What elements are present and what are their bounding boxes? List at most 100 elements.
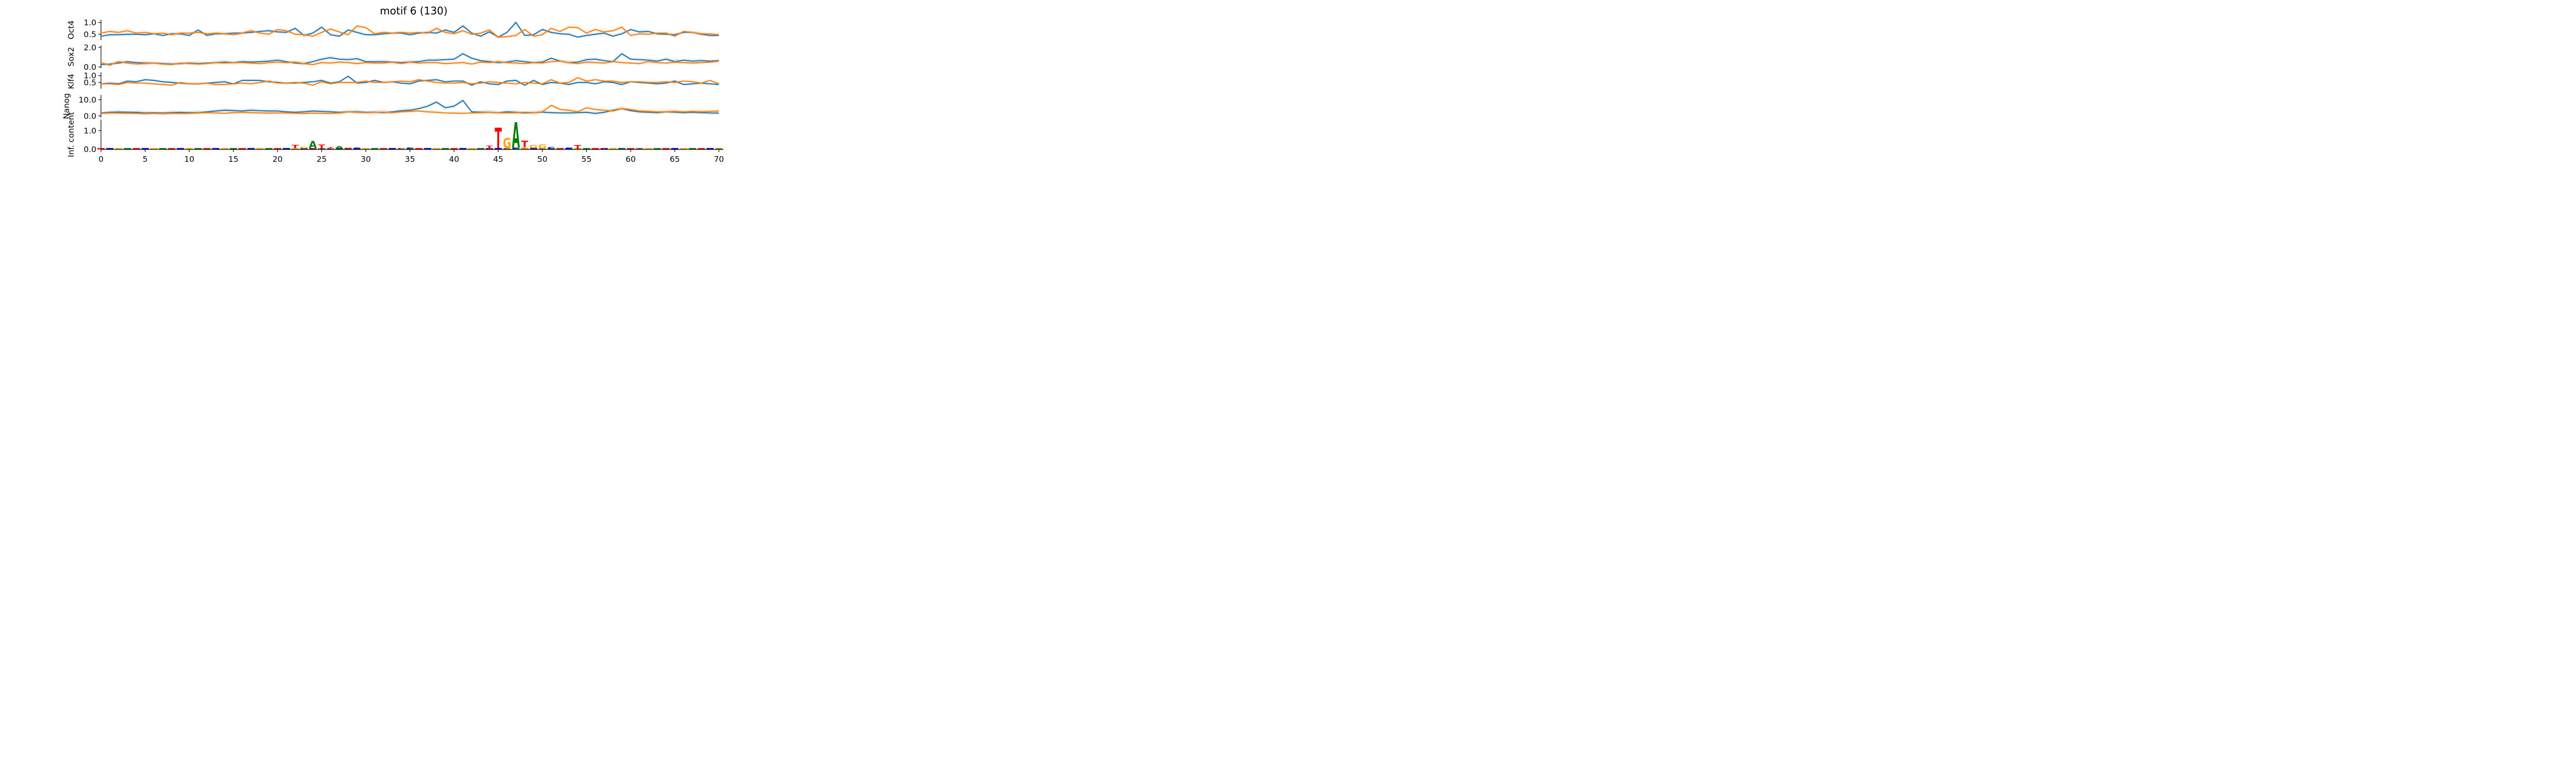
- logo-base-mark: [256, 148, 264, 149]
- logo-base-mark: [415, 148, 422, 149]
- logo-base-mark: [556, 148, 564, 149]
- logo-base-mark: [371, 148, 379, 149]
- y-axis-label: Inf. content: [66, 112, 76, 157]
- logo-base-mark: [653, 148, 661, 149]
- logo-letter: A: [335, 146, 344, 149]
- x-tick-label: 65: [670, 155, 680, 164]
- logo-base-mark: [168, 148, 176, 149]
- series-line-1: [100, 60, 719, 66]
- logo-base-mark: [547, 148, 555, 149]
- logo-base-mark: [282, 148, 290, 149]
- logo-base-mark: [715, 148, 723, 149]
- x-tick-label: 5: [143, 155, 148, 164]
- logo-base-mark: [335, 148, 343, 149]
- logo-letter: C: [406, 147, 414, 149]
- logo-base-mark: [450, 148, 458, 149]
- x-tick-label: 0: [98, 155, 104, 164]
- logo-letter: C: [565, 147, 573, 149]
- logo-base-mark: [274, 148, 281, 149]
- logo-base-mark: [442, 148, 449, 149]
- logo-base-mark: [221, 148, 228, 149]
- logo-base-mark: [645, 148, 652, 149]
- y-tick-label: 1.0: [83, 18, 96, 27]
- logo-base-mark: [212, 148, 219, 149]
- logo-base-mark: [115, 148, 123, 149]
- logo-letter: T: [486, 145, 493, 149]
- logo-letter: A: [512, 115, 520, 156]
- logo-letter: A: [715, 148, 723, 149]
- logo-base-mark: [159, 148, 166, 149]
- logo-base-mark: [344, 148, 352, 149]
- panel-0: 0.5 1.0 Oct4: [66, 18, 719, 40]
- logo-base-mark: [618, 148, 625, 149]
- logo-base-mark: [362, 148, 370, 149]
- logo-base-mark: [600, 148, 608, 149]
- x-tick-label: 15: [228, 155, 239, 164]
- logo-base-mark: [662, 148, 670, 149]
- logo-base-mark: [97, 148, 105, 149]
- series-band: [101, 59, 719, 68]
- logo-letter: C: [548, 146, 555, 150]
- logo-base-mark: [671, 148, 679, 149]
- x-tick-label: 70: [714, 155, 724, 164]
- y-axis-label: Klf4: [66, 74, 76, 89]
- logo-base-mark: [477, 148, 484, 149]
- x-tick-label: 20: [273, 155, 283, 164]
- y-axis-label: Nanog: [62, 93, 71, 119]
- logo-letter: C: [512, 147, 520, 149]
- x-tick-label: 10: [184, 155, 194, 164]
- logo-base-mark: [583, 148, 590, 149]
- logo-base-mark: [353, 148, 361, 149]
- logo-letter: G: [635, 148, 643, 149]
- logo-letter: C: [495, 148, 502, 149]
- logo-letter: C: [300, 148, 308, 149]
- logo-base-mark: [706, 148, 714, 149]
- motif-chart: motif 6 (130) 0.51.0Oct40.02.0Sox20.51.0…: [62, 5, 724, 164]
- logo-base-mark: [300, 148, 308, 149]
- logo-base-mark: [388, 148, 396, 149]
- logo-base-mark: [141, 148, 149, 149]
- series-line-1: [101, 77, 719, 86]
- y-axis-label: Sox2: [66, 47, 76, 66]
- logo-base-mark: [185, 148, 193, 149]
- series-line-1: [100, 25, 719, 38]
- logo-base-mark: [485, 148, 493, 149]
- logo-base-mark: [265, 148, 273, 149]
- series-band: [101, 24, 719, 39]
- panel-1: 0.0 2.0 Sox2: [66, 43, 719, 72]
- y-tick-label: 10.0: [78, 95, 96, 105]
- logo-base-mark: [124, 148, 131, 149]
- logo-base-mark: [150, 148, 158, 149]
- y-axis-label: Oct4: [66, 21, 76, 40]
- logo-base-mark: [291, 148, 299, 149]
- logo-base-mark: [538, 148, 546, 149]
- logo-base-mark: [521, 148, 529, 149]
- y-tick-label: 0.5: [83, 30, 96, 39]
- logo-letter: G: [291, 148, 299, 149]
- panel-3: 0.0 10.0 Nanog: [62, 93, 719, 121]
- logo-letter: C: [538, 148, 546, 149]
- logo-base-mark: [194, 148, 202, 149]
- logo-base-mark: [468, 148, 476, 149]
- logo-letter: C: [530, 148, 537, 149]
- logo-letter: C: [397, 148, 405, 149]
- logo-base-mark: [565, 148, 573, 149]
- logo-base-mark: [512, 148, 520, 149]
- panels: 0.51.0Oct40.02.0Sox20.51.0Klf40.010.0Nan…: [62, 18, 724, 164]
- logo-base-mark: [406, 148, 414, 149]
- logo-base-mark: [503, 148, 511, 149]
- logo-letter: T: [318, 143, 326, 149]
- y-tick-label: 1.0: [83, 71, 96, 80]
- logo-letter: C: [353, 147, 361, 149]
- logo-base-mark: [106, 148, 114, 149]
- logo-base-mark: [689, 148, 697, 149]
- logo-letter: G: [529, 144, 537, 149]
- x-tick-label: 25: [317, 155, 327, 164]
- logo-letter: C: [327, 148, 334, 149]
- logo-base-mark: [574, 148, 582, 149]
- x-tick-label: 40: [449, 155, 460, 164]
- logo-letter: G: [538, 143, 547, 150]
- logo-base-mark: [318, 148, 326, 149]
- logo-base-mark: [239, 148, 246, 149]
- x-tick-label: 35: [405, 155, 415, 164]
